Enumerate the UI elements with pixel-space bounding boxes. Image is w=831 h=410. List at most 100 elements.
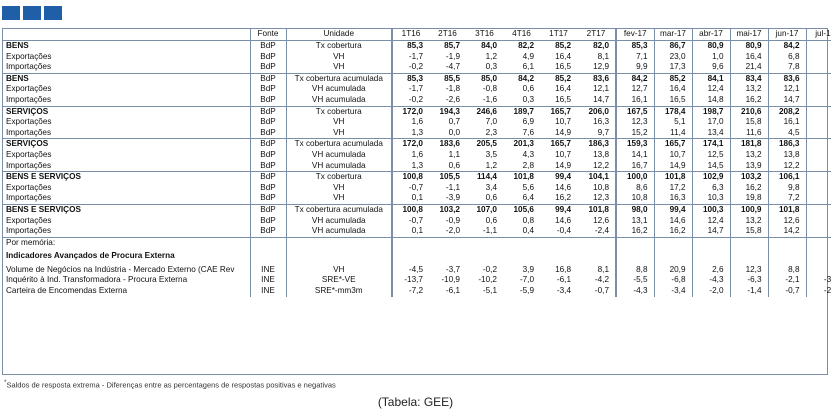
- logo-block-3: [44, 6, 62, 20]
- header-period: 1T16: [391, 28, 429, 41]
- value-cell: 186,3: [767, 138, 806, 150]
- value-cell: -1,1: [445, 182, 460, 192]
- value-cell: -3,4: [653, 286, 692, 297]
- blank-cell: [691, 236, 730, 249]
- table-caption: (Tabela: GEE): [377, 395, 454, 409]
- value-cell: -7,2: [391, 286, 429, 297]
- value-cell: 16,2: [729, 94, 768, 107]
- value-cell: 14,9: [555, 127, 571, 137]
- blank-cell: [429, 236, 466, 249]
- value-cell: 12,2: [593, 160, 609, 170]
- blank-cell: [653, 236, 692, 249]
- value-cell: 16,5: [555, 94, 571, 104]
- value-cell: 9,8: [767, 182, 806, 194]
- value-cell: -1,1: [482, 226, 497, 236]
- row-label: Volume de Negócios na Indústria - Mercad…: [6, 264, 235, 274]
- value-cell: 103,2: [729, 171, 768, 183]
- value-cell: 0,6: [448, 160, 460, 170]
- value-cell: -1,6: [482, 94, 497, 104]
- value-cell: -6,1: [445, 286, 460, 296]
- row-fonte: BdP: [249, 39, 286, 52]
- value-cell: 12,1: [593, 84, 609, 94]
- header-unidade: Unidade: [285, 28, 392, 41]
- value-cell: 103,2: [429, 203, 466, 216]
- value-cell: 12,6: [593, 215, 609, 225]
- value-cell: -4,5: [391, 264, 429, 276]
- blank-cell: [391, 261, 429, 265]
- spacer-row: [2, 261, 831, 265]
- row-label: BENS E SERVIÇOS: [2, 203, 250, 216]
- row-label: Exportações: [6, 84, 52, 94]
- row-fonte: BdP: [249, 193, 286, 205]
- value-cell: 205,5: [466, 138, 503, 150]
- value-cell: 165,7: [653, 138, 692, 150]
- value-cell: 3,9: [522, 264, 534, 274]
- blank-cell: [285, 261, 392, 265]
- table-row: Importações BdP VH 0,1 -3,9 0,6 6,4 16,2 12,3 10,…: [2, 193, 831, 205]
- logo: [2, 6, 62, 20]
- logo-block-1: [2, 6, 20, 20]
- value-cell: 8,8: [767, 264, 806, 276]
- value-cell: 10,7: [555, 117, 571, 127]
- value-cell: 4,5: [767, 127, 806, 139]
- blank-cell: [540, 251, 577, 262]
- blank-cell: [249, 251, 286, 262]
- value-cell: -2,6: [445, 94, 460, 104]
- header-period: 4T16: [503, 28, 540, 41]
- value-cell: 12,5: [691, 149, 730, 161]
- value-cell: -3,4: [805, 275, 831, 287]
- value-cell: 100,3: [691, 203, 730, 216]
- row-label: Importações: [6, 193, 52, 203]
- row-fonte: BdP: [249, 182, 286, 194]
- header-period: abr-17: [691, 28, 730, 41]
- row-label: Exportações: [6, 51, 52, 61]
- value-cell: -5,5: [615, 275, 654, 287]
- value-cell: -0,2: [391, 94, 429, 107]
- value-cell: 14,6: [555, 182, 571, 192]
- value-cell: 194,3: [429, 105, 466, 118]
- value-cell: 15,8: [729, 117, 768, 128]
- value-cell: 8,6: [615, 182, 654, 194]
- value-cell: [805, 264, 831, 276]
- value-cell: 1,6: [391, 149, 429, 161]
- value-cell: 1,3: [391, 127, 429, 139]
- value-cell: 15,8: [729, 226, 768, 238]
- blank-cell: [805, 236, 831, 249]
- table-row: Exportações BdP VH 1,6 0,7 7,0 6,9 10,7 16,3 12,3…: [2, 117, 831, 128]
- row-fonte: BdP: [249, 117, 286, 128]
- value-cell: 85,2: [653, 72, 692, 85]
- value-cell: 14,7: [767, 94, 806, 107]
- value-cell: 14,1: [615, 149, 654, 161]
- value-cell: 16,2: [615, 226, 654, 238]
- value-cell: 206,0: [577, 105, 616, 118]
- value-cell: 12,3: [593, 193, 609, 203]
- value-cell: 102,9: [691, 171, 730, 183]
- blank-cell: [503, 251, 540, 262]
- value-cell: 13,1: [615, 215, 654, 227]
- value-cell: -6,8: [653, 275, 692, 287]
- header-period: fev-17: [615, 28, 654, 41]
- row-fonte: BdP: [249, 203, 286, 216]
- value-cell: 1,6: [391, 117, 429, 128]
- value-cell: 0,3: [485, 62, 497, 72]
- row-label: Exportações: [6, 215, 52, 225]
- value-cell: 14,9: [653, 160, 692, 172]
- value-cell: 16,5: [555, 62, 571, 72]
- blank-cell: [805, 248, 831, 252]
- blank-cell: [577, 251, 616, 262]
- value-cell: 198,7: [691, 105, 730, 118]
- blank-cell: [577, 236, 616, 249]
- value-cell: 10,8: [593, 182, 609, 192]
- value-cell: 101,8: [767, 203, 806, 216]
- table-row: BENS BdP Tx cobertura acumulada 85,3 85,5 85,…: [2, 72, 831, 85]
- value-cell: -13,7: [391, 275, 429, 287]
- value-cell: 7,1: [615, 51, 654, 63]
- blank-cell: [391, 251, 429, 262]
- value-cell: 16,5: [653, 94, 692, 107]
- value-cell: 0,1: [391, 226, 429, 238]
- row-label: Importações: [6, 127, 52, 137]
- value-cell: 104,1: [577, 171, 616, 183]
- row-unidade: VH: [285, 117, 392, 128]
- value-cell: 101,8: [503, 171, 540, 183]
- blank-cell: [767, 261, 806, 265]
